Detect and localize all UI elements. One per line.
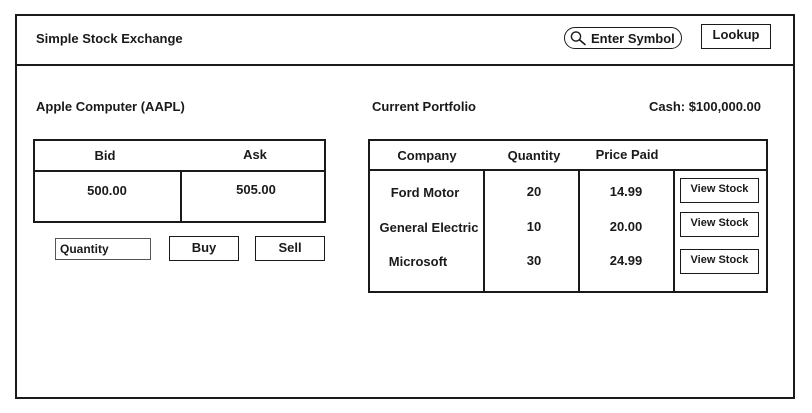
- view-stock-button[interactable]: View Stock: [680, 178, 759, 203]
- app-title: Simple Stock Exchange: [36, 31, 183, 46]
- column-header-company: Company: [397, 148, 457, 163]
- row-2-company: General Electric: [379, 220, 479, 235]
- header-divider: [15, 64, 795, 66]
- row-1-price-paid: 14.99: [609, 184, 643, 199]
- quote-table: Bid Ask 500.00 505.00: [33, 139, 326, 223]
- view-stock-button[interactable]: View Stock: [680, 212, 759, 237]
- row-3-company: Microsoft: [388, 254, 448, 269]
- lookup-button[interactable]: Lookup: [701, 24, 771, 49]
- quote-column-divider: [180, 170, 182, 221]
- row-3-quantity: 30: [526, 253, 542, 268]
- view-stock-button[interactable]: View Stock: [680, 249, 759, 274]
- sell-button[interactable]: Sell: [255, 236, 325, 261]
- row-1-quantity: 20: [526, 184, 542, 199]
- stock-name: Apple Computer (AAPL): [36, 99, 185, 114]
- symbol-input[interactable]: [591, 29, 677, 47]
- quantity-input[interactable]: [55, 238, 151, 260]
- row-1-company: Ford Motor: [390, 185, 460, 200]
- symbol-search[interactable]: [564, 27, 682, 49]
- portfolio-column-divider: [483, 169, 485, 291]
- column-header-quantity: Quantity: [507, 148, 561, 163]
- search-icon: [570, 31, 586, 46]
- column-header-price-paid: Price Paid: [595, 147, 659, 162]
- portfolio-header-divider: [370, 169, 766, 171]
- row-2-price-paid: 20.00: [609, 219, 643, 234]
- ask-header: Ask: [243, 147, 267, 162]
- portfolio-column-divider: [673, 169, 675, 291]
- buy-button[interactable]: Buy: [169, 236, 239, 261]
- row-2-quantity: 10: [526, 219, 542, 234]
- app-window: [15, 14, 795, 399]
- cash-balance: Cash: $100,000.00: [648, 99, 761, 114]
- quote-header-divider: [35, 170, 324, 172]
- portfolio-column-divider: [578, 169, 580, 291]
- bid-value: 500.00: [87, 183, 127, 198]
- portfolio-title: Current Portfolio: [372, 99, 476, 114]
- row-3-price-paid: 24.99: [609, 253, 643, 268]
- ask-value: 505.00: [236, 182, 276, 197]
- portfolio-table: Company Quantity Price Paid Ford Motor 2…: [368, 139, 768, 293]
- bid-header: Bid: [94, 148, 116, 163]
